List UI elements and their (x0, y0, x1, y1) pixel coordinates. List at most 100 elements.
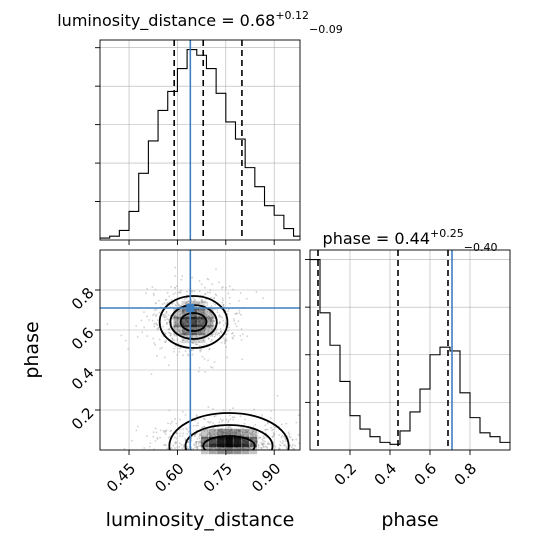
joint-sample-point (217, 281, 220, 284)
joint-sample-point (210, 305, 213, 308)
joint-sample-point (176, 446, 179, 448)
joint-sample-point (152, 431, 155, 434)
joint-sample-point (192, 296, 195, 299)
joint-sample-point (208, 311, 211, 314)
joint-sample-point (179, 432, 182, 435)
joint-sample-point (155, 308, 158, 311)
joint-contour-1-0 (202, 435, 256, 450)
joint-sample-point (174, 442, 177, 445)
joint-sample-point (145, 292, 148, 295)
joint-density-cell (249, 428, 258, 440)
joint-sample-point (155, 431, 158, 434)
joint-sample-point (209, 447, 212, 450)
joint-sample-point (163, 316, 166, 319)
joint-sample-point (170, 334, 172, 336)
joint-sample-point (199, 441, 201, 444)
joint-sample-point (218, 429, 220, 432)
joint-sample-point (195, 443, 198, 446)
joint-sample-point (166, 302, 169, 304)
joint-sample-point (120, 334, 123, 337)
joint-sample-point (209, 319, 212, 321)
joint-sample-point (207, 431, 210, 434)
joint-density-cell (173, 308, 182, 320)
joint-sample-point (210, 318, 212, 321)
joint-sample-point (216, 328, 218, 331)
joint-sample-point (211, 366, 214, 369)
joint-sample-point (179, 312, 182, 315)
joint-sample-point (163, 356, 166, 359)
joint-sample-point (200, 301, 203, 304)
joint-sample-point (169, 334, 172, 337)
joint-sample-point (186, 331, 189, 334)
joint-sample-point (154, 288, 157, 291)
joint-sample-point (250, 443, 253, 445)
joint-sample-point (195, 444, 197, 447)
joint-sample-point (278, 434, 281, 436)
joint-sample-point (198, 340, 200, 343)
joint-sample-point (197, 331, 200, 333)
joint-sample-point (264, 424, 267, 427)
joint-sample-point (152, 337, 155, 340)
joint-sample-point (211, 321, 214, 324)
joint-sample-point (262, 435, 265, 438)
joint-sample-point (284, 444, 286, 446)
joint-sample-point (222, 286, 224, 288)
joint-sample-point (127, 348, 130, 350)
joint-sample-point (161, 303, 164, 306)
joint-sample-point (260, 443, 263, 445)
joint-sample-point (197, 327, 200, 329)
joint-sample-point (222, 305, 225, 307)
joint-sample-point (176, 338, 179, 340)
joint-sample-point (186, 290, 188, 293)
joint-sample-point (200, 299, 203, 302)
joint-sample-point (208, 317, 211, 320)
joint-sample-point (272, 434, 275, 437)
joint-sample-point (232, 337, 234, 340)
joint-sample-point (227, 421, 230, 424)
joint-sample-point (262, 445, 264, 447)
joint-sample-point (220, 432, 223, 435)
joint-sample-point (250, 445, 252, 448)
joint-sample-point (176, 285, 178, 288)
joint-sample-point (187, 447, 189, 450)
joint-sample-point (182, 311, 185, 314)
phase-title-main: phase = 0.44 (323, 229, 430, 248)
joint-sample-point (231, 332, 233, 335)
joint-sample-point (174, 275, 177, 278)
joint-contours (158, 295, 290, 450)
joint-sample-point (198, 437, 201, 440)
joint-sample-point (221, 430, 223, 433)
joint-sample-point (186, 428, 189, 431)
joint-sample-point (182, 354, 184, 357)
joint-sample-point (211, 283, 214, 286)
joint-sample-point (174, 304, 177, 306)
joint-sample-point (174, 441, 177, 444)
joint-density-cells (173, 300, 258, 455)
joint-sample-point (261, 447, 263, 449)
joint-sample-point (234, 312, 237, 315)
joint-sample-point (260, 446, 262, 449)
joint-sample-point (196, 445, 199, 448)
joint-sample-point (173, 326, 176, 328)
joint-sample-point (267, 442, 270, 444)
joint-sample-point (152, 294, 155, 297)
joint-sample-point (206, 430, 209, 432)
joint-sample-point (172, 339, 174, 342)
joint-sample-point (280, 436, 283, 439)
joint-sample-point (182, 309, 185, 312)
joint-sample-point (207, 447, 210, 450)
joint-sample-point (293, 448, 296, 450)
joint-sample-point (174, 315, 176, 318)
joint-sample-point (209, 335, 212, 338)
joint-sample-point (297, 414, 300, 417)
joint-sample-point (185, 331, 188, 333)
joint-sample-point (166, 318, 169, 320)
joint-sample-point (218, 315, 221, 318)
joint-sample-point (233, 416, 236, 419)
joint-sample-point (287, 431, 290, 434)
joint-sample-point (203, 418, 206, 421)
joint-sample-point (178, 350, 181, 353)
joint-sample-point (238, 299, 240, 302)
joint-sample-point (168, 331, 170, 334)
joint-sample-point (164, 332, 167, 335)
